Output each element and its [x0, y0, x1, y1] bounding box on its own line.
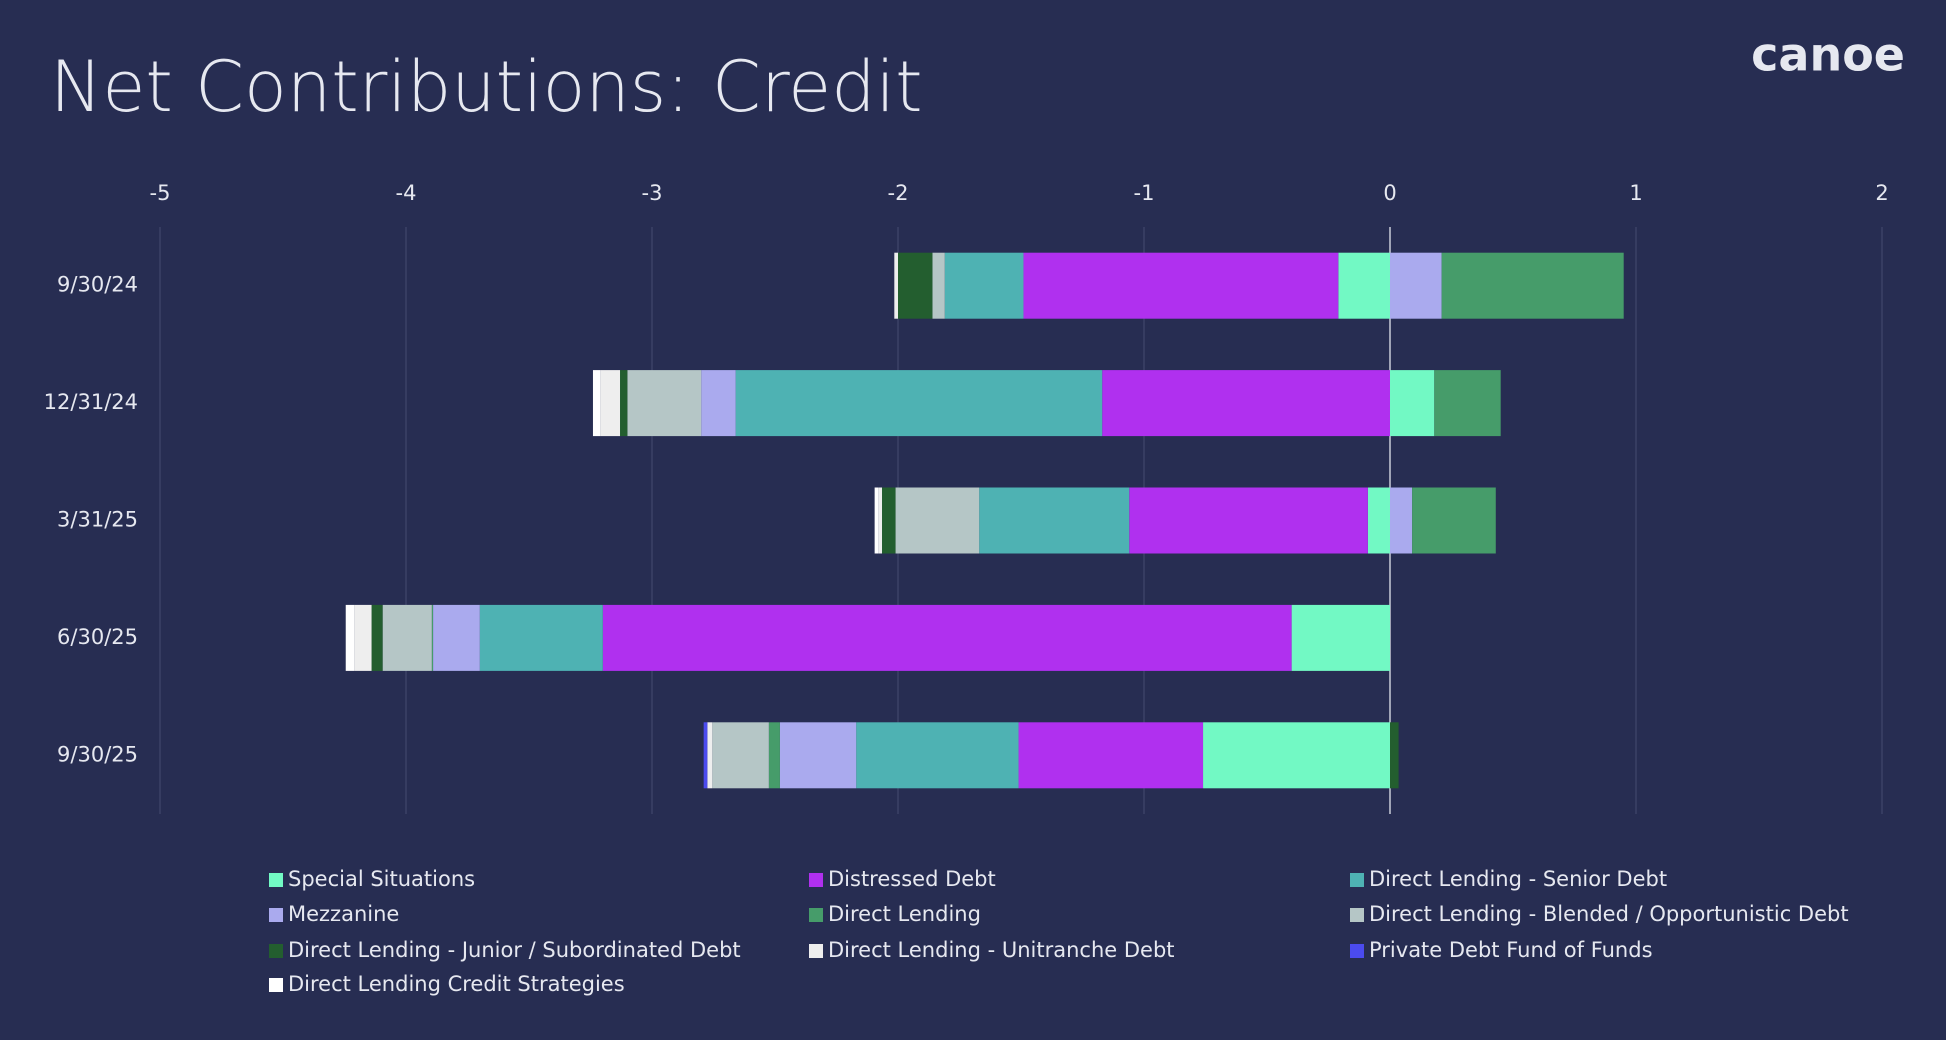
bar-segment [627, 370, 702, 437]
bar-segment [1390, 487, 1413, 554]
bar-segment [895, 487, 980, 554]
bar-segment [1023, 252, 1339, 319]
bar-segment [1018, 722, 1204, 789]
bar-segment [768, 722, 780, 789]
legend-label: Distressed Debt [828, 867, 996, 891]
bar-segment [1441, 252, 1624, 319]
bar-segment [1390, 722, 1399, 789]
x-tick-label: 1 [1629, 181, 1642, 205]
y-tick-label: 6/30/25 [57, 625, 138, 649]
y-tick-label: 3/31/25 [57, 508, 138, 532]
legend-label: Direct Lending - Unitranche Debt [828, 938, 1175, 962]
bar-segment [479, 604, 603, 671]
legend-swatch [1350, 873, 1364, 887]
legend-swatch [809, 944, 823, 958]
bar-segment [779, 722, 857, 789]
bar-segment [1129, 487, 1368, 554]
x-tick-label: 2 [1875, 181, 1888, 205]
x-tick-label: -5 [150, 181, 171, 205]
y-tick-label: 9/30/24 [57, 273, 138, 297]
legend-label: Mezzanine [288, 902, 399, 926]
legend-label: Private Debt Fund of Funds [1369, 938, 1653, 962]
x-tick-label: -2 [888, 181, 909, 205]
bar-segment [1367, 487, 1390, 554]
x-tick-label: 0 [1383, 181, 1396, 205]
legend-swatch [269, 978, 283, 992]
bar-segment [701, 370, 736, 437]
bar-segment [1390, 370, 1435, 437]
bar-segment [703, 722, 708, 789]
bar-segment [878, 487, 883, 554]
bar-segment [354, 604, 372, 671]
legend-swatch [1350, 944, 1364, 958]
legend-label: Direct Lending - Junior / Subordinated D… [288, 938, 741, 962]
legend-label: Direct Lending - Senior Debt [1369, 867, 1667, 891]
bar-segment [894, 252, 898, 319]
bar-segment [433, 604, 480, 671]
bar-segment [620, 370, 628, 437]
bar-segment [1102, 370, 1390, 437]
legend-label: Special Situations [288, 867, 475, 891]
bar-segment [735, 370, 1103, 437]
bar-segment [944, 252, 1024, 319]
bar-segment [345, 604, 355, 671]
bar-segment [382, 604, 432, 671]
bar-segment [371, 604, 383, 671]
bar-segment [707, 722, 713, 789]
x-tick-label: -3 [642, 181, 663, 205]
x-tick-label: -4 [396, 181, 417, 205]
bar-segment [1338, 252, 1390, 319]
bar-segment [602, 604, 1292, 671]
chart-title: Net Contributions: Credit [50, 46, 923, 128]
legend-label: Direct Lending [828, 902, 981, 926]
bar-segment [712, 722, 769, 789]
bar-segment [882, 487, 896, 554]
bar-segment [898, 252, 933, 319]
legend-swatch [1350, 908, 1364, 922]
legend-swatch [269, 908, 283, 922]
bar-segment [592, 370, 601, 437]
bar-segment [856, 722, 1019, 789]
bar-segment [1203, 722, 1390, 789]
bar-segment [932, 252, 945, 319]
legend-label: Direct Lending - Blended / Opportunistic… [1369, 902, 1849, 926]
bar-segment [1291, 604, 1390, 671]
logo: canoe [1751, 28, 1905, 82]
bar-segment [1412, 487, 1496, 554]
y-tick-label: 9/30/25 [57, 742, 138, 766]
bar-segment [979, 487, 1130, 554]
legend-swatch [269, 873, 283, 887]
legend-label: Direct Lending Credit Strategies [288, 972, 625, 996]
bar-segment [874, 487, 879, 554]
bar-segment [1390, 252, 1442, 319]
legend-swatch [809, 908, 823, 922]
legend-swatch [269, 944, 283, 958]
bar-segment [600, 370, 621, 437]
bar-segment [1434, 370, 1501, 437]
bar-segment [431, 604, 434, 671]
y-tick-label: 12/31/24 [44, 390, 138, 414]
x-tick-label: -1 [1134, 181, 1155, 205]
legend-swatch [809, 873, 823, 887]
